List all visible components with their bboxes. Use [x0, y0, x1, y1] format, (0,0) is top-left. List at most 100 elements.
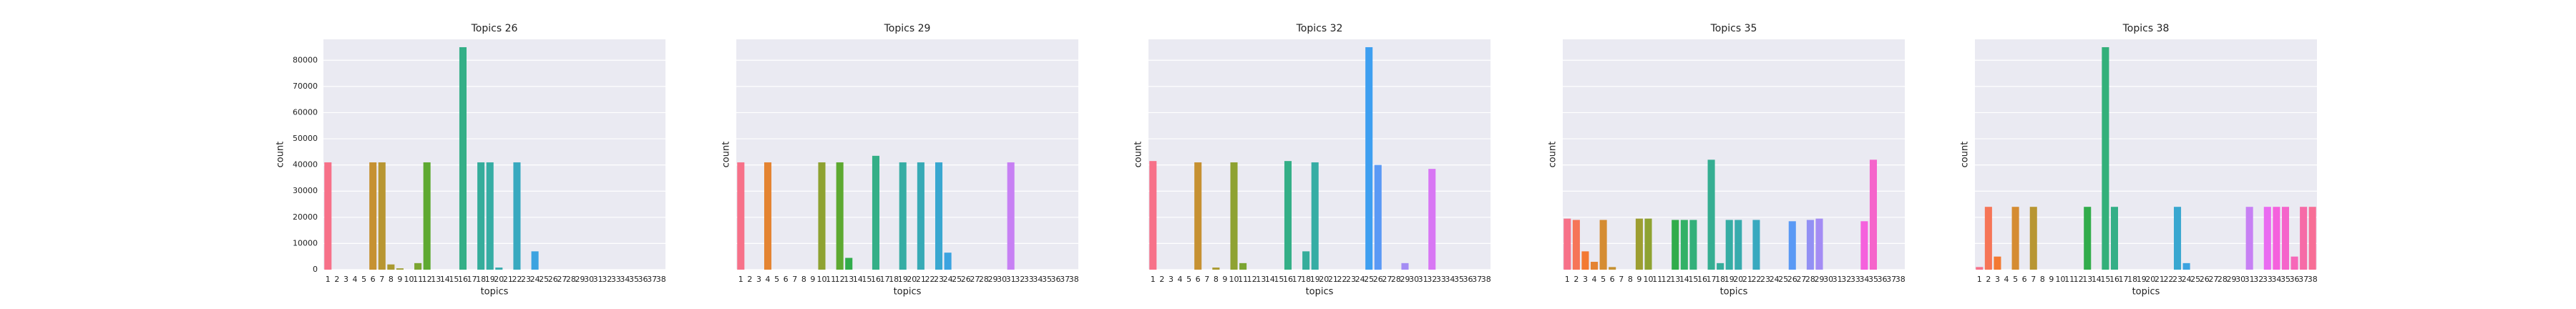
x-tick-label: 12: [1662, 275, 1672, 284]
x-tick-label: 6: [784, 275, 789, 284]
x-axis-label: topics: [1720, 287, 1748, 298]
x-tick-label: 6: [1610, 275, 1615, 284]
x-tick-label: 9: [2049, 275, 2054, 284]
x-tick-label: 2: [747, 275, 752, 284]
bar: [1689, 220, 1697, 270]
bar: [1212, 268, 1220, 270]
x-tick-label: 25: [1778, 275, 1788, 284]
chart-title: Topics 26: [471, 23, 518, 34]
x-tick-label: 38: [656, 275, 666, 284]
x-tick-label: 10: [817, 275, 827, 284]
x-tick-label: 19: [1310, 275, 1320, 284]
bar: [1007, 162, 1015, 270]
bar: [414, 263, 422, 270]
bar: [2245, 207, 2253, 270]
x-tick-label: 11: [1652, 275, 1662, 284]
x-tick-label: 15: [862, 275, 872, 284]
y-tick-label: 50000: [293, 134, 318, 143]
x-tick-label: 12: [422, 275, 432, 284]
x-tick-label: 5: [1601, 275, 1606, 284]
bar: [2273, 207, 2280, 270]
x-tick-label: 25: [2190, 275, 2200, 284]
x-tick-label: 31: [1006, 275, 1016, 284]
x-tick-label: 7: [792, 275, 797, 284]
bar: [378, 162, 386, 270]
x-axis-label: topics: [1306, 287, 1334, 298]
bar: [872, 155, 880, 270]
bar: [1239, 263, 1247, 270]
bar: [1635, 218, 1643, 270]
bar: [2084, 207, 2092, 270]
x-tick-label: 36: [2290, 275, 2300, 284]
x-tick-label: 35: [1454, 275, 1464, 284]
x-tick-label: 38: [1481, 275, 1491, 284]
y-tick-label: 40000: [293, 160, 318, 170]
x-tick-label: 16: [1697, 275, 1707, 284]
bar: [818, 162, 826, 270]
x-tick-label: 38: [1896, 275, 1906, 284]
y-tick-label: 80000: [293, 55, 318, 64]
x-tick-label: 21: [503, 275, 513, 284]
x-tick-label: 7: [1204, 275, 1209, 284]
bar: [1572, 220, 1580, 270]
x-tick-label: 7: [379, 275, 384, 284]
y-axis-label: count: [1960, 142, 1971, 168]
x-tick-label: 5: [1186, 275, 1191, 284]
x-tick-label: 3: [343, 275, 348, 284]
bar: [369, 162, 377, 270]
x-tick-label: 19: [2137, 275, 2147, 284]
x-tick-label: 36: [1463, 275, 1473, 284]
x-tick-label: 30: [1409, 275, 1419, 284]
x-tick-label: 16: [2109, 275, 2119, 284]
x-tick-label: 10: [2056, 275, 2066, 284]
x-tick-label: 16: [871, 275, 881, 284]
bar: [2173, 207, 2182, 270]
x-tick-label: 16: [1283, 275, 1293, 284]
bar: [1707, 160, 1715, 270]
bar: [1680, 220, 1688, 270]
x-tick-label: 15: [1274, 275, 1284, 284]
x-tick-label: 28: [1391, 275, 1401, 284]
bar: [2182, 263, 2190, 270]
x-tick-label: 37: [2298, 275, 2308, 284]
x-tick-label: 36: [638, 275, 648, 284]
x-tick-label: 3: [1583, 275, 1588, 284]
x-tick-label: 31: [1418, 275, 1428, 284]
bar: [1994, 256, 2001, 270]
x-tick-label: 8: [389, 275, 394, 284]
x-tick-label: 33: [1850, 275, 1860, 284]
x-tick-label: 21: [1742, 275, 1752, 284]
subplot: 1 2 3 4 5 6 7 8 9 1011121314151617181920212223242…: [721, 23, 1079, 298]
x-tick-label: 31: [1833, 275, 1843, 284]
x-tick-label: 20: [907, 275, 917, 284]
x-tick-label: 18: [1715, 275, 1725, 284]
bar: [2263, 207, 2271, 270]
x-tick-label: 5: [361, 275, 366, 284]
bar: [1302, 251, 1310, 270]
bar: [1428, 169, 1436, 270]
x-tick-label: 26: [2200, 275, 2210, 284]
y-tick-label: 0: [313, 265, 318, 274]
bar: [1230, 162, 1238, 270]
x-tick-label: 3: [1995, 275, 2000, 284]
subplot: 1 2 3 4 5 6 7 8 9 1011121314151617181920212223242…: [1133, 23, 1491, 298]
x-tick-label: 4: [353, 275, 358, 284]
bar: [2290, 256, 2298, 270]
plot-background: [736, 39, 1078, 270]
bar: [763, 162, 772, 270]
x-tick-label: 4: [1178, 275, 1183, 284]
x-tick-label: 32: [1841, 275, 1851, 284]
bar: [1976, 267, 1984, 270]
x-tick-label: 12: [2074, 275, 2084, 284]
x-tick-label: 9: [1222, 275, 1227, 284]
x-tick-label: 28: [1805, 275, 1815, 284]
bar: [495, 268, 503, 270]
x-tick-label: 34: [2271, 275, 2281, 284]
x-tick-label: 9: [397, 275, 402, 284]
x-tick-label: 33: [1024, 275, 1034, 284]
y-axis-label: count: [721, 142, 732, 168]
x-tick-label: 19: [898, 275, 908, 284]
x-tick-label: 25: [539, 275, 549, 284]
x-tick-label: 27: [1382, 275, 1392, 284]
x-tick-label: 10: [1644, 275, 1654, 284]
